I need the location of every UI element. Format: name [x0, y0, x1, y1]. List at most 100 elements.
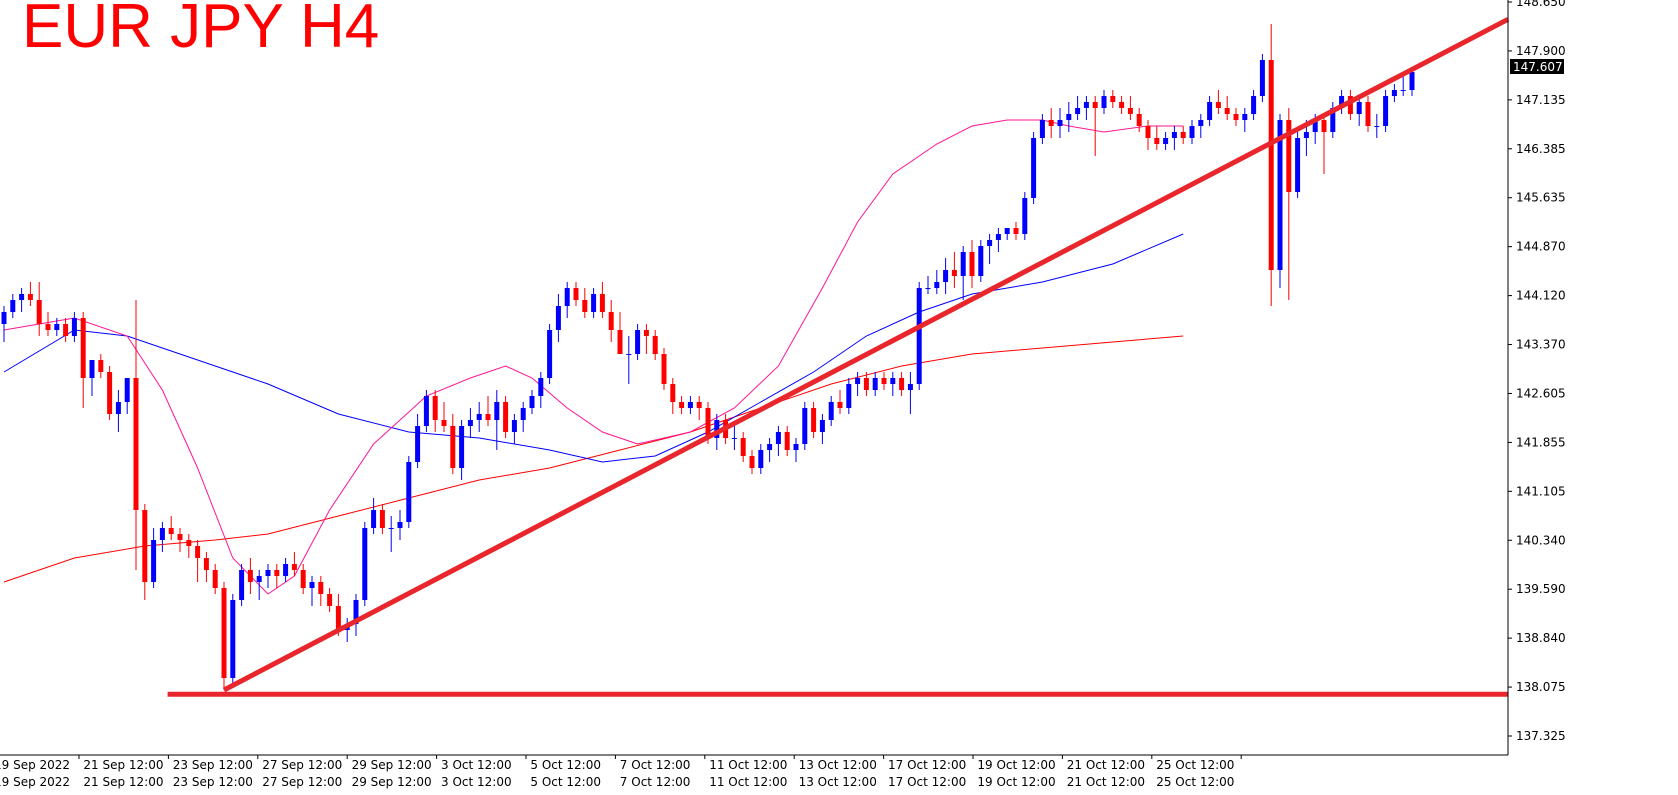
candle — [1101, 90, 1107, 114]
candle-body — [714, 420, 720, 438]
candle-body — [256, 576, 262, 582]
candle-body — [819, 420, 825, 432]
candle — [1127, 96, 1133, 120]
candle — [520, 402, 526, 432]
candle — [195, 540, 201, 582]
candle — [819, 414, 825, 444]
candle-body — [1409, 72, 1415, 90]
price-axis: 148.650 147.900 147.135 146.385 145.635 144.8… — [1508, 0, 1566, 743]
candle-body — [881, 378, 887, 384]
candle — [1083, 96, 1089, 120]
candle-body — [291, 564, 297, 570]
y-tick-label: 147.135 — [1516, 93, 1566, 107]
candle — [1251, 90, 1257, 120]
candle-body — [494, 402, 500, 420]
y-tick-label: 138.075 — [1516, 680, 1566, 694]
candle-body — [195, 546, 201, 558]
candle — [247, 558, 253, 594]
candle-body — [1180, 132, 1186, 138]
candle — [221, 582, 227, 690]
candle-body — [978, 246, 984, 276]
candle — [987, 234, 993, 264]
candle — [230, 594, 236, 684]
candle-body — [1048, 120, 1054, 126]
x-tick-label-secondary: 21 Sep 12:00 — [83, 775, 163, 789]
candle-body — [450, 426, 456, 468]
candle — [828, 396, 834, 426]
trendline — [222, 17, 1510, 693]
candle-body — [485, 414, 491, 420]
candle-body — [476, 414, 482, 420]
candle-body — [459, 426, 465, 468]
drawn-lines — [167, 17, 1510, 697]
candle — [459, 420, 465, 480]
candle — [775, 426, 781, 456]
candle — [371, 498, 377, 534]
y-tick-label: 137.325 — [1516, 729, 1566, 743]
candle — [643, 324, 649, 354]
candle — [107, 366, 113, 420]
candle — [1048, 108, 1054, 138]
candle-body — [599, 294, 605, 312]
candle — [652, 330, 658, 360]
candle — [1339, 90, 1345, 114]
candle-body — [274, 570, 280, 576]
candle-body — [397, 522, 403, 528]
candle — [1295, 132, 1301, 198]
candle-body — [230, 600, 236, 678]
x-tick-label-secondary: 13 Oct 12:00 — [799, 775, 877, 789]
candle-body — [115, 402, 121, 414]
candle-body — [309, 582, 315, 588]
candle — [1180, 126, 1186, 144]
candle — [291, 552, 297, 576]
candle — [406, 456, 412, 528]
candle-body — [758, 450, 764, 468]
candle-body — [1066, 114, 1072, 120]
candle-body — [467, 420, 473, 426]
candle — [256, 570, 262, 600]
candle-body — [327, 594, 333, 606]
candle-body — [362, 528, 368, 600]
candle-body — [27, 294, 33, 300]
candle — [855, 372, 861, 396]
candle — [943, 258, 949, 294]
candle-body — [573, 288, 579, 300]
candle — [467, 408, 473, 438]
candle-body — [652, 336, 658, 354]
candle-body — [995, 234, 1001, 240]
x-tick-label: 7 Oct 12:00 — [620, 758, 691, 772]
candle-body — [837, 402, 843, 408]
candle-body — [1242, 114, 1248, 120]
candle — [274, 564, 280, 588]
candle — [36, 282, 42, 336]
candle — [995, 228, 1001, 252]
candle-body — [687, 402, 693, 408]
x-tick-label: 21 Sep 12:00 — [83, 758, 163, 772]
x-tick-label-secondary: 3 Oct 12:00 — [441, 775, 512, 789]
candle — [1347, 90, 1353, 120]
candle — [1013, 222, 1019, 240]
candle-body — [564, 288, 570, 306]
candle-body — [1321, 120, 1327, 132]
candle-body — [1092, 102, 1098, 108]
candle-body — [863, 378, 869, 390]
candle — [1286, 108, 1292, 300]
x-tick-label-secondary: 17 Oct 12:00 — [888, 775, 966, 789]
candle-body — [379, 510, 385, 528]
candle-body — [1154, 138, 1160, 144]
candle — [432, 390, 438, 432]
candle-body — [626, 354, 632, 355]
candle-body — [335, 606, 341, 630]
candle-body — [371, 510, 377, 528]
candle-body — [353, 600, 359, 624]
candle-body — [951, 270, 957, 276]
y-tick-label: 142.605 — [1516, 386, 1566, 400]
candle-body — [1400, 90, 1406, 91]
candle-body — [775, 432, 781, 444]
candle — [1321, 114, 1327, 174]
candle — [670, 378, 676, 414]
candle — [1383, 90, 1389, 132]
candle-body — [212, 570, 218, 588]
candle — [907, 372, 913, 414]
